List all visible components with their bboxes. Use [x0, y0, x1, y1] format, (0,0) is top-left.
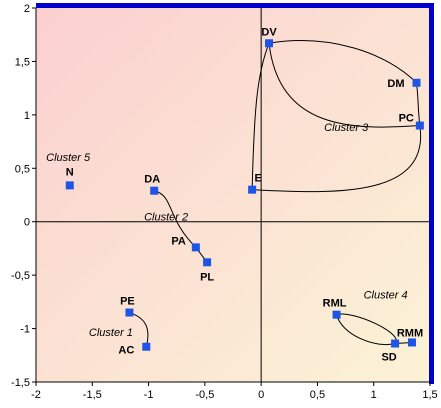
plot-frame-right [429, 3, 434, 384]
point-label-sd: SD [381, 352, 396, 364]
data-point-e [248, 185, 257, 194]
data-point-dv [265, 39, 274, 48]
data-point-pc [415, 121, 424, 130]
x-tick-label: -2 [31, 389, 41, 401]
plot-background [36, 8, 430, 382]
data-point-pe [125, 308, 134, 317]
connector-line [268, 43, 420, 128]
cluster-label-5: Cluster 5 [46, 152, 91, 164]
y-tick-label: 2 [24, 3, 30, 15]
point-label-pl: PL [200, 271, 214, 283]
axes [32, 7, 431, 386]
point-label-dv: DV [261, 26, 277, 38]
cluster-labels: Cluster 1 Cluster 2 Cluster 3 Cluster 4 Clus… [46, 122, 407, 339]
y-tick-label: -1 [20, 324, 30, 336]
data-point-rmm [407, 338, 416, 347]
data-point-ac [142, 342, 151, 351]
connector-line [268, 40, 417, 84]
point-label-rmm: RMM [397, 327, 423, 339]
cluster-label-4: Cluster 4 [364, 290, 408, 302]
point-label-e: E [254, 173, 261, 185]
x-tick-label: -0,5 [195, 389, 214, 401]
y-tick-label: 1 [24, 110, 30, 122]
point-label-rml: RML [323, 298, 347, 310]
cluster-label-2: Cluster 2 [144, 212, 188, 224]
y-tick-label: 0 [24, 217, 30, 229]
point-label-n: N [66, 166, 74, 178]
data-point-pa [191, 243, 200, 252]
x-tick-label: -1 [144, 389, 154, 401]
cluster-label-3: Cluster 3 [324, 122, 369, 134]
x-tick-label: 1 [371, 389, 377, 401]
point-label-dm: DM [387, 78, 404, 90]
point-label-pc: PC [399, 113, 414, 125]
data-point-pl [203, 258, 212, 267]
y-tick-label: 1,5 [15, 56, 30, 68]
x-tick-label: 0 [258, 389, 264, 401]
point-label-pa: PA [171, 235, 186, 247]
data-point-sd [391, 339, 400, 348]
connector-line [154, 190, 197, 248]
connector-line [252, 125, 422, 193]
point-label-ac: AC [118, 345, 134, 357]
tick-labels: -2 -1,5 -1 -0,5 0 0,5 1 1,521,510,50-0,5-1-1,5 [11, 3, 438, 401]
x-tick-label: 1,5 [422, 389, 437, 401]
x-tick-label: -1,5 [83, 389, 102, 401]
data-point-da [150, 186, 159, 195]
point-label-pe: PE [120, 296, 135, 308]
plot-frame-top [36, 3, 434, 8]
x-tick-label: 0,5 [310, 389, 325, 401]
point-labels: DV DM PC E N DA PA PL PE AC RML SD RMM [66, 26, 423, 363]
data-point-n [65, 181, 74, 190]
y-tick-label: -1,5 [11, 377, 30, 389]
y-tick-label: -0,5 [11, 270, 30, 282]
y-tick-label: 0,5 [15, 163, 30, 175]
connector-line [336, 314, 396, 346]
connector-line [251, 43, 270, 190]
cluster-label-1: Cluster 1 [89, 327, 133, 339]
data-points [65, 39, 424, 351]
data-point-dm [412, 78, 421, 87]
data-point-rml [332, 310, 341, 319]
point-label-da: DA [144, 174, 160, 186]
